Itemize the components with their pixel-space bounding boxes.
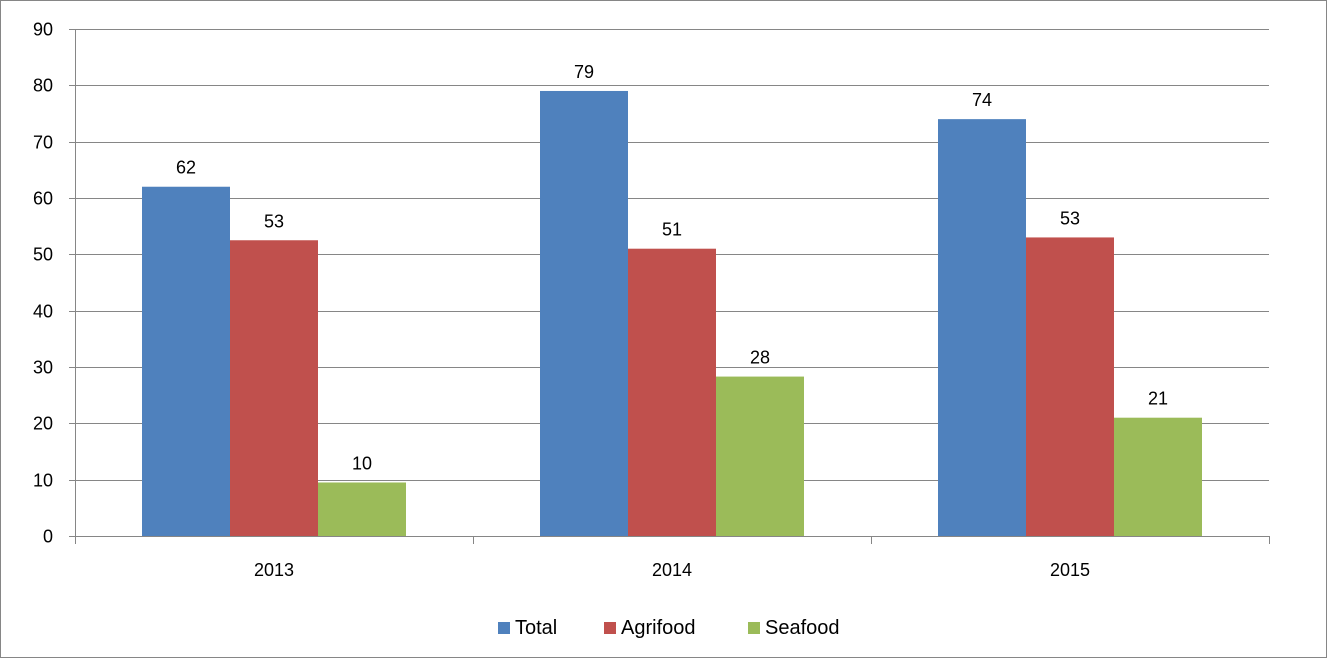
legend: Total Agrifood Seafood <box>498 617 840 639</box>
data-label-total-2015: 74 <box>972 90 992 110</box>
x-tick-label: 2013 <box>254 560 294 580</box>
legend-label-seafood: Seafood <box>765 617 840 639</box>
y-tick-label: 10 <box>33 471 53 491</box>
y-tick-label: 0 <box>43 527 53 547</box>
bar-total-2015 <box>938 119 1026 536</box>
y-tick-label: 70 <box>33 133 53 153</box>
legend-label-agrifood: Agrifood <box>621 617 696 639</box>
x-tick-label: 2014 <box>652 560 692 580</box>
data-label-seafood-2013: 10 <box>352 453 372 473</box>
y-tick-label: 30 <box>33 358 53 378</box>
y-tick-label: 80 <box>33 76 53 96</box>
y-tick-label: 20 <box>33 414 53 434</box>
bar-agrifood-2013 <box>230 240 318 536</box>
x-tick-label: 2015 <box>1050 560 1090 580</box>
axes <box>69 29 1270 544</box>
legend-swatch-total <box>498 622 510 634</box>
bar-seafood-2014 <box>716 376 804 536</box>
bar-agrifood-2015 <box>1026 237 1114 536</box>
x-axis-tick-labels: 2013 2014 2015 <box>254 560 1090 580</box>
bar-seafood-2015 <box>1114 417 1202 536</box>
bars <box>142 90 1202 536</box>
data-label-agrifood-2015: 53 <box>1060 208 1080 228</box>
y-tick-label: 60 <box>33 189 53 209</box>
y-tick-label: 90 <box>33 20 53 40</box>
data-labels: 62 53 10 79 51 28 74 53 21 <box>176 62 1168 474</box>
bar-total-2014 <box>540 90 628 536</box>
data-label-total-2014: 79 <box>574 62 594 82</box>
legend-swatch-agrifood <box>604 622 616 634</box>
legend-swatch-seafood <box>748 622 760 634</box>
data-label-seafood-2014: 28 <box>750 348 770 368</box>
y-axis-tick-labels: 0 10 20 30 40 50 60 70 80 90 <box>33 20 53 547</box>
bar-total-2013 <box>142 186 230 536</box>
bar-seafood-2013 <box>318 482 406 536</box>
data-label-seafood-2015: 21 <box>1148 389 1168 409</box>
data-label-total-2013: 62 <box>176 158 196 178</box>
y-tick-label: 50 <box>33 245 53 265</box>
legend-label-total: Total <box>515 617 557 639</box>
y-tick-label: 40 <box>33 302 53 322</box>
bar-agrifood-2014 <box>628 248 716 536</box>
data-label-agrifood-2013: 53 <box>264 211 284 231</box>
data-label-agrifood-2014: 51 <box>662 220 682 240</box>
